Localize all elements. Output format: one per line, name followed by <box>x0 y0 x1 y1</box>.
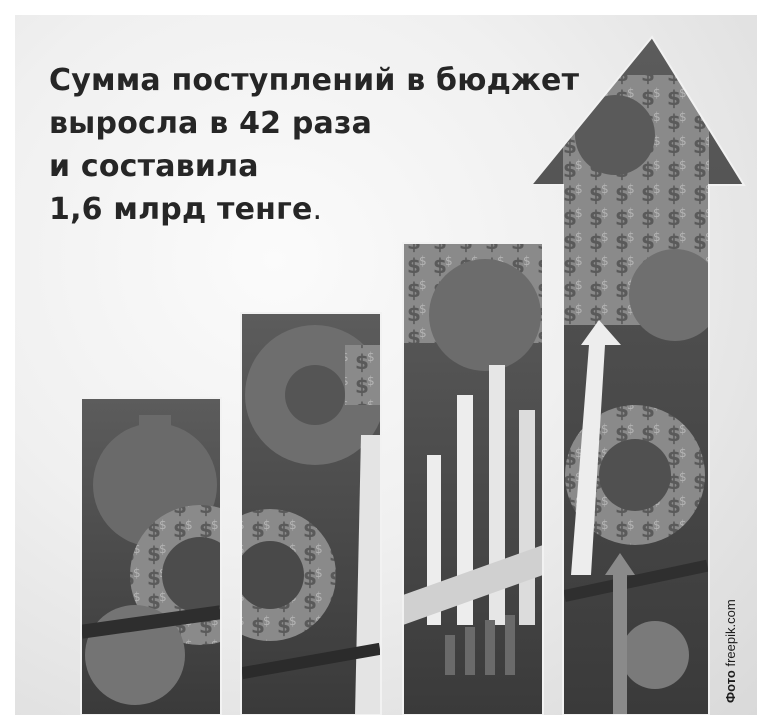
headline-line-2: выросла в 42 раза <box>49 106 373 141</box>
headline: Сумма поступлений в бюджет выросла в 42 … <box>49 59 579 231</box>
photo-credit-source: freepik.com <box>723 599 738 667</box>
growth-illustration: $ $ <box>80 35 746 715</box>
headline-amount: 1,6 млрд тенге <box>49 192 313 227</box>
column-2 <box>241 313 381 715</box>
headline-period: . <box>312 192 323 227</box>
headline-line-3: и составила <box>49 149 259 184</box>
photo-credit: Фото freepik.com <box>723 553 743 703</box>
column-3 <box>403 243 543 715</box>
photo-frame: $ $ <box>15 15 757 715</box>
headline-line-4: 1,6 млрд тенге. <box>49 188 579 231</box>
headline-line-1: Сумма поступлений в бюджет <box>49 63 580 98</box>
photo-credit-prefix: Фото <box>723 670 738 703</box>
column-1 <box>81 398 221 715</box>
